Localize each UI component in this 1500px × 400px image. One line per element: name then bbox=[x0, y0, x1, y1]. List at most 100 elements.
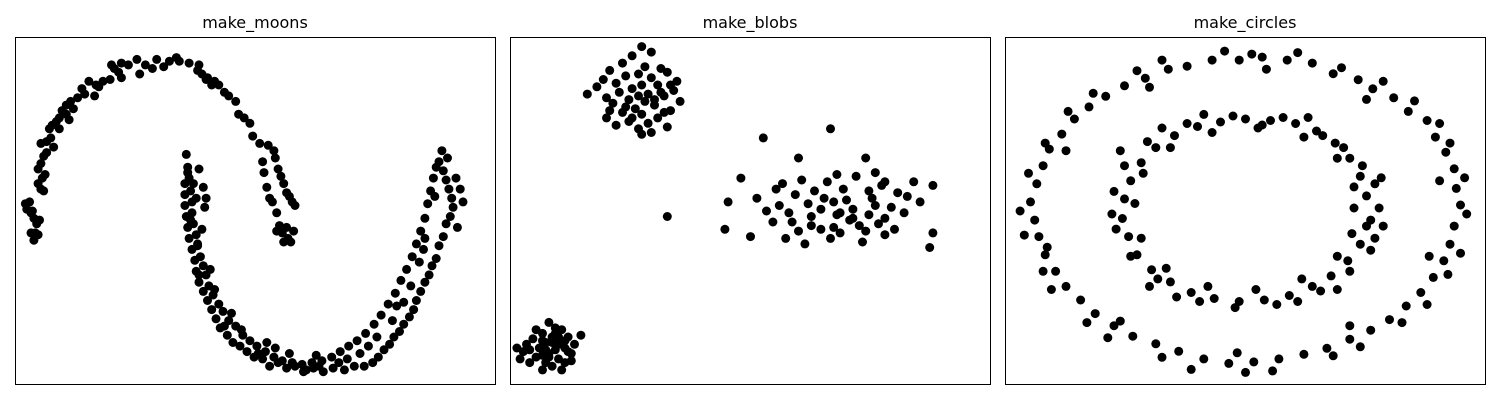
scatter-point bbox=[675, 96, 685, 106]
scatter-point bbox=[531, 325, 541, 335]
scatter-point bbox=[512, 343, 522, 353]
axes-frame-make-blobs bbox=[510, 37, 991, 385]
scatter-point bbox=[1374, 203, 1384, 213]
scatter-point bbox=[614, 87, 624, 97]
scatter-point bbox=[80, 89, 90, 99]
scatter-point bbox=[835, 228, 845, 238]
scatter-point bbox=[211, 314, 221, 324]
scatter-point bbox=[1462, 209, 1472, 219]
scatter-point bbox=[402, 264, 412, 274]
scatter-point bbox=[1378, 221, 1388, 231]
scatter-point bbox=[451, 173, 461, 183]
scatter-point bbox=[1061, 146, 1071, 156]
scatter-point bbox=[416, 286, 426, 296]
scatter-point bbox=[826, 124, 835, 134]
scatter-point bbox=[630, 104, 640, 114]
scatter-point bbox=[1345, 334, 1355, 344]
scatter-point bbox=[259, 168, 269, 178]
scatter-point bbox=[1165, 277, 1175, 287]
scatter-point bbox=[344, 341, 354, 351]
scatter-point bbox=[194, 270, 204, 280]
scatter-point bbox=[1332, 153, 1342, 163]
scatter-point bbox=[1115, 146, 1125, 156]
scatter-point bbox=[640, 96, 650, 106]
scatter-point bbox=[1069, 114, 1079, 124]
scatter-point bbox=[352, 336, 362, 346]
scatter-point bbox=[845, 215, 855, 225]
scatter-point bbox=[64, 115, 74, 125]
scatter-point bbox=[203, 73, 212, 83]
scatter-point bbox=[1120, 161, 1129, 171]
scatter-point bbox=[441, 175, 451, 185]
scatter-point bbox=[448, 202, 458, 212]
scatter-point bbox=[624, 95, 634, 105]
scatter-point bbox=[1153, 274, 1163, 284]
scatter-point bbox=[135, 69, 145, 79]
scatter-point bbox=[379, 345, 389, 355]
scatter-point bbox=[1157, 55, 1167, 65]
scatter-point bbox=[262, 338, 272, 347]
scatter-point bbox=[1145, 281, 1154, 291]
scatter-point bbox=[1368, 84, 1378, 94]
scatter-point bbox=[1051, 266, 1061, 276]
scatter-point bbox=[826, 233, 835, 243]
scatter-point bbox=[186, 215, 196, 225]
scatter-point bbox=[373, 352, 383, 362]
scatter-point bbox=[1349, 182, 1359, 192]
scatter-point bbox=[260, 347, 270, 357]
scatter-point bbox=[245, 336, 255, 346]
scatter-point bbox=[592, 82, 602, 92]
scatter-point bbox=[180, 201, 190, 210]
scatter-point bbox=[270, 343, 280, 353]
scatter-point bbox=[389, 332, 399, 342]
scatter-point bbox=[239, 113, 249, 123]
scatter-point bbox=[637, 129, 647, 139]
scatter-point bbox=[1332, 251, 1342, 261]
scatter-point bbox=[385, 339, 395, 349]
scatter-point bbox=[1456, 200, 1465, 210]
scatter-point bbox=[327, 352, 337, 362]
scatter-point bbox=[736, 173, 746, 183]
scatter-point bbox=[1326, 271, 1336, 281]
scatter-point bbox=[1422, 116, 1432, 125]
scatter-point bbox=[1322, 343, 1332, 353]
scatter-point bbox=[880, 230, 890, 240]
scatter-point bbox=[1199, 354, 1209, 364]
scatter-point bbox=[290, 201, 300, 210]
scatter-point bbox=[781, 233, 791, 243]
scatter-point bbox=[1186, 364, 1196, 374]
scatter-point bbox=[819, 193, 829, 203]
scatter-point bbox=[424, 270, 434, 280]
scatter-point bbox=[746, 232, 755, 242]
scatter-point bbox=[420, 233, 430, 243]
scatter-point bbox=[423, 199, 433, 209]
scatter-point bbox=[646, 73, 656, 83]
scatter-point bbox=[646, 47, 656, 57]
scatter-point bbox=[634, 69, 643, 79]
scatter-point bbox=[618, 58, 627, 68]
scatter-point bbox=[525, 358, 535, 368]
scatter-point bbox=[627, 113, 637, 123]
scatter-point bbox=[1101, 91, 1111, 101]
scatter-point bbox=[404, 312, 414, 322]
scatter-point bbox=[335, 347, 345, 357]
scatter-point bbox=[181, 149, 191, 159]
scatter-point bbox=[1355, 342, 1365, 352]
scatter-point bbox=[886, 202, 896, 212]
scatter-point bbox=[180, 179, 190, 189]
scatter-point bbox=[198, 261, 208, 271]
scatter-point bbox=[627, 51, 637, 61]
scatter-point bbox=[1117, 214, 1127, 223]
scatter-point bbox=[880, 213, 890, 223]
scatter-point bbox=[1355, 171, 1365, 181]
scatter-point bbox=[1345, 266, 1355, 276]
scatter-point bbox=[282, 363, 292, 373]
scatter-point bbox=[1397, 318, 1407, 328]
scatter-point bbox=[1299, 349, 1309, 359]
scatter-point bbox=[1378, 76, 1388, 86]
scatter-point bbox=[1435, 119, 1445, 128]
scatter-point bbox=[430, 191, 440, 201]
scatter-point bbox=[272, 208, 282, 218]
scatter-point bbox=[411, 296, 421, 305]
scatter-point bbox=[1328, 351, 1338, 361]
